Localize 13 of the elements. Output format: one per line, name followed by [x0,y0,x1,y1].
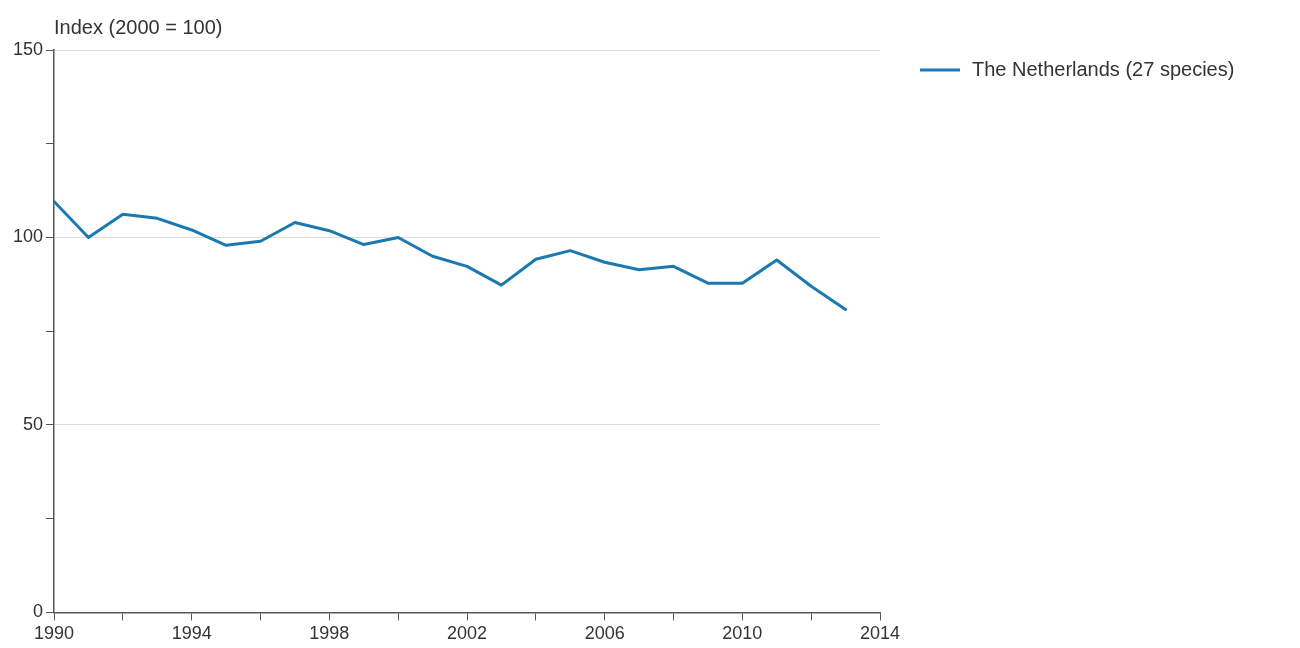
x-tick-label: 2002 [446,623,488,644]
y-tick-label: 150 [12,38,44,59]
legend-label: The Netherlands (27 species) [972,57,1235,80]
y-axis-title: Index (2000 = 100) [54,15,223,38]
x-tick-label: 2010 [722,623,763,644]
x-tick-label: 1998 [309,623,350,644]
x-tick-label: 1990 [34,623,75,644]
x-tick-label: 1994 [171,623,212,644]
y-tick-label: 100 [12,226,44,247]
x-tick-label: 2014 [859,623,901,644]
y-tick-label: 0 [33,601,44,622]
y-tick-label: 50 [23,413,44,434]
x-tick-label: 2006 [584,623,625,644]
